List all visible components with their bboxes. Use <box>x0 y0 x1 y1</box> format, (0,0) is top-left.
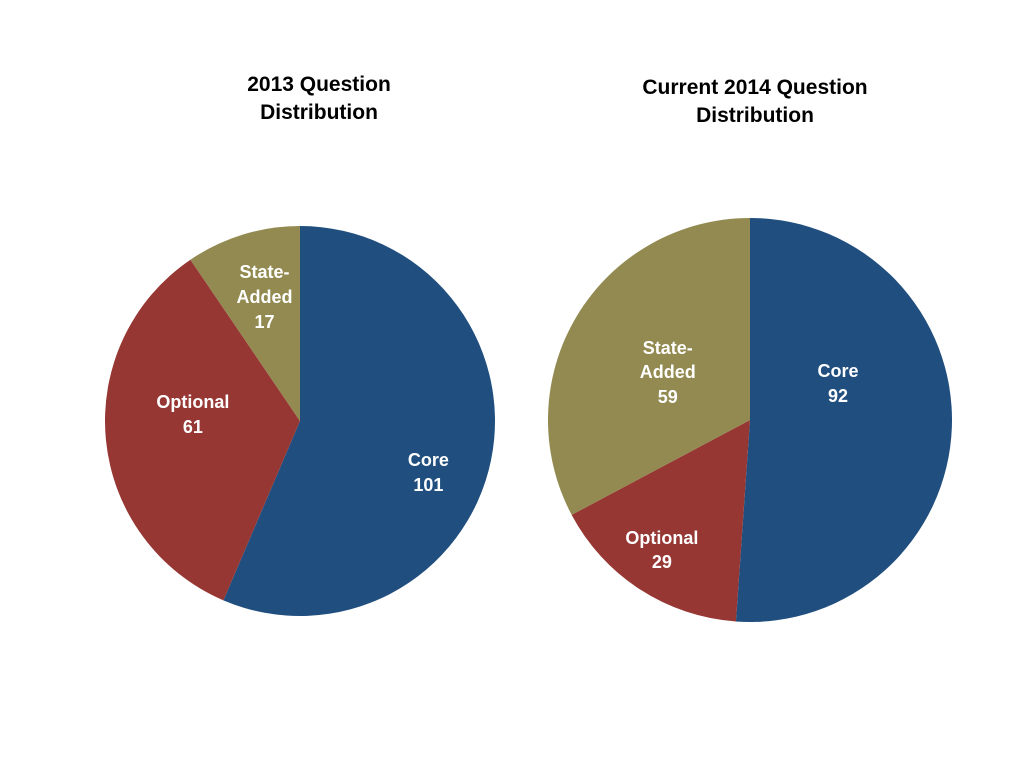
pie-slice-core <box>223 226 495 616</box>
pie-label-core: Core 92 <box>817 361 859 407</box>
pie-label-optional: Optional 29 <box>625 527 699 573</box>
pie-chart-2014: Core 92 Optional 29 State- Added 59 <box>548 218 952 622</box>
pie-label-state-added: State- Added 17 <box>236 262 293 332</box>
pie-label-state-added: State- Added 59 <box>639 337 696 407</box>
pie-chart-2013: Core 101 Optional 61 State- Added 17 <box>105 226 495 616</box>
pie-slice-state-added <box>548 218 750 515</box>
chart-title-2014: Current 2014 Question Distribution <box>642 76 868 128</box>
chart-title-2013: 2013 Question Distribution <box>247 73 391 125</box>
pie-slice-optional <box>105 259 300 601</box>
pie-slice-optional <box>571 420 750 622</box>
pie-slice-state-added <box>190 226 300 421</box>
pie-label-core: Core 101 <box>407 450 449 495</box>
pie-slice-core <box>735 218 952 622</box>
pie-label-optional: Optional 61 <box>156 392 230 438</box>
